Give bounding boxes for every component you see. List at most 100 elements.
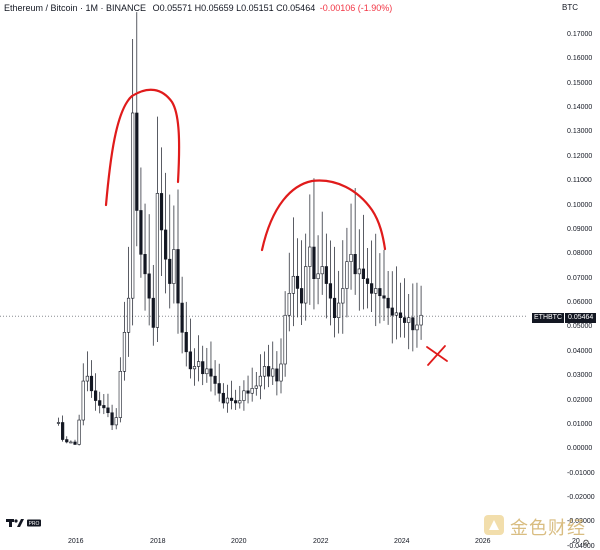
candle-body: [147, 273, 151, 299]
candle-body: [65, 439, 69, 443]
candle-body: [110, 412, 114, 426]
candle-body: [254, 385, 258, 389]
candle-body: [213, 375, 217, 384]
candle-body: [217, 383, 221, 394]
candle-body: [122, 332, 127, 372]
x-tick-label: 2018: [150, 538, 166, 545]
x-tick-label: 20: [572, 538, 580, 545]
candle-body: [374, 288, 378, 294]
y-tick-label: 0.01000: [567, 420, 593, 428]
candle-body: [378, 288, 382, 297]
candle-body: [89, 375, 94, 392]
candle-body: [337, 302, 341, 318]
candle-body: [324, 266, 328, 284]
y-tick-label: 0.16000: [567, 55, 593, 63]
candle-body: [77, 419, 81, 445]
ohlc-values: O0.05571 H0.05659 L0.05151 C0.05464: [152, 3, 316, 13]
candle-body: [168, 258, 172, 284]
candle-body: [135, 112, 139, 211]
y-tick-label: 0.00000: [567, 445, 593, 453]
x-tick-label: 2024: [394, 538, 410, 545]
candle-body: [192, 366, 197, 370]
candle-body: [188, 351, 192, 370]
y-tick-label: -0.01000: [567, 469, 595, 477]
candle-body: [197, 361, 201, 367]
currency-button[interactable]: BTC: [562, 3, 578, 12]
y-tick-label: 0.15000: [567, 79, 593, 87]
annotation-x-mark: [426, 345, 448, 366]
candle-body: [258, 375, 263, 387]
candle-body: [118, 371, 122, 418]
candle-body: [349, 254, 353, 262]
y-tick-label: 0.07000: [567, 274, 593, 282]
candle-body: [341, 288, 345, 304]
annotation-arc-2021: [260, 179, 387, 252]
settings-gear-icon[interactable]: ⚙: [582, 538, 591, 548]
candle-body: [238, 400, 242, 404]
candle-body: [139, 210, 143, 255]
candle-body: [205, 368, 209, 375]
last-price-tag: ETHBTC 0.05464: [532, 313, 597, 323]
candle-body: [184, 332, 188, 353]
y-tick-label: 0.13000: [567, 128, 593, 136]
y-tick-label: 0.03000: [567, 372, 593, 380]
candle-body: [320, 266, 324, 275]
candle-body: [291, 275, 295, 294]
candle-body: [201, 361, 205, 375]
symbol-label[interactable]: Ethereum / Bitcoin · 1M · BINANCE: [4, 3, 147, 13]
candle-body: [221, 392, 225, 404]
candle-body: [279, 363, 283, 382]
candle-body: [56, 422, 61, 424]
watermark-text: 金色财经: [510, 518, 586, 539]
candle-body: [407, 317, 411, 323]
candle-body: [365, 278, 370, 284]
y-tick-label: 0.05000: [567, 323, 593, 331]
candle-body: [98, 400, 102, 406]
x-tick-label: 2026: [475, 538, 491, 545]
candle-body: [304, 266, 308, 304]
y-tick-label: 0.17000: [567, 31, 593, 38]
candle-body: [126, 297, 131, 333]
y-tick-label: -0.03000: [567, 518, 595, 526]
y-tick-label: 0.09000: [567, 225, 593, 233]
y-tick-label: 0.08000: [567, 250, 593, 258]
candle-body: [225, 397, 230, 404]
candle-body: [151, 297, 155, 328]
annotation-arc-2017: [104, 88, 181, 207]
candle-body: [353, 254, 357, 275]
hand-drawn-annotations: [104, 88, 448, 366]
candle-body: [172, 249, 176, 284]
candle-body: [267, 366, 271, 377]
candle-body: [345, 261, 349, 289]
candle-body: [361, 268, 366, 279]
candle-body: [328, 283, 333, 299]
candle-body: [312, 246, 316, 279]
candle-body: [229, 397, 234, 401]
candle-body: [81, 380, 85, 421]
candle-body: [419, 314, 423, 326]
candle-body: [73, 441, 77, 445]
candle-body: [271, 368, 275, 377]
candle-body: [155, 193, 160, 328]
tradingview-logo-icon[interactable]: PRO: [6, 518, 42, 528]
logo-pro-text: PRO: [29, 521, 40, 527]
candle-body: [398, 312, 403, 318]
chart-header: Ethereum / Bitcoin · 1M · BINANCE O0.055…: [4, 3, 392, 13]
change-value: -0.00106 (-1.90%): [319, 3, 393, 13]
candles-group: [56, 12, 423, 446]
candle-body: [242, 390, 246, 401]
y-tick-label: 0.10000: [567, 201, 593, 209]
candle-body: [234, 400, 238, 404]
price-tag-value: 0.05464: [565, 313, 597, 323]
candle-body: [287, 293, 291, 316]
y-tick-label: 0.06000: [567, 299, 593, 307]
candle-body: [283, 314, 287, 365]
candle-body: [250, 388, 254, 394]
candle-body: [262, 366, 267, 377]
candle-body: [299, 288, 304, 304]
candle-body: [402, 317, 407, 323]
candle-body: [246, 390, 250, 394]
candle-body: [275, 368, 279, 382]
x-tick-label: 2020: [231, 538, 247, 545]
